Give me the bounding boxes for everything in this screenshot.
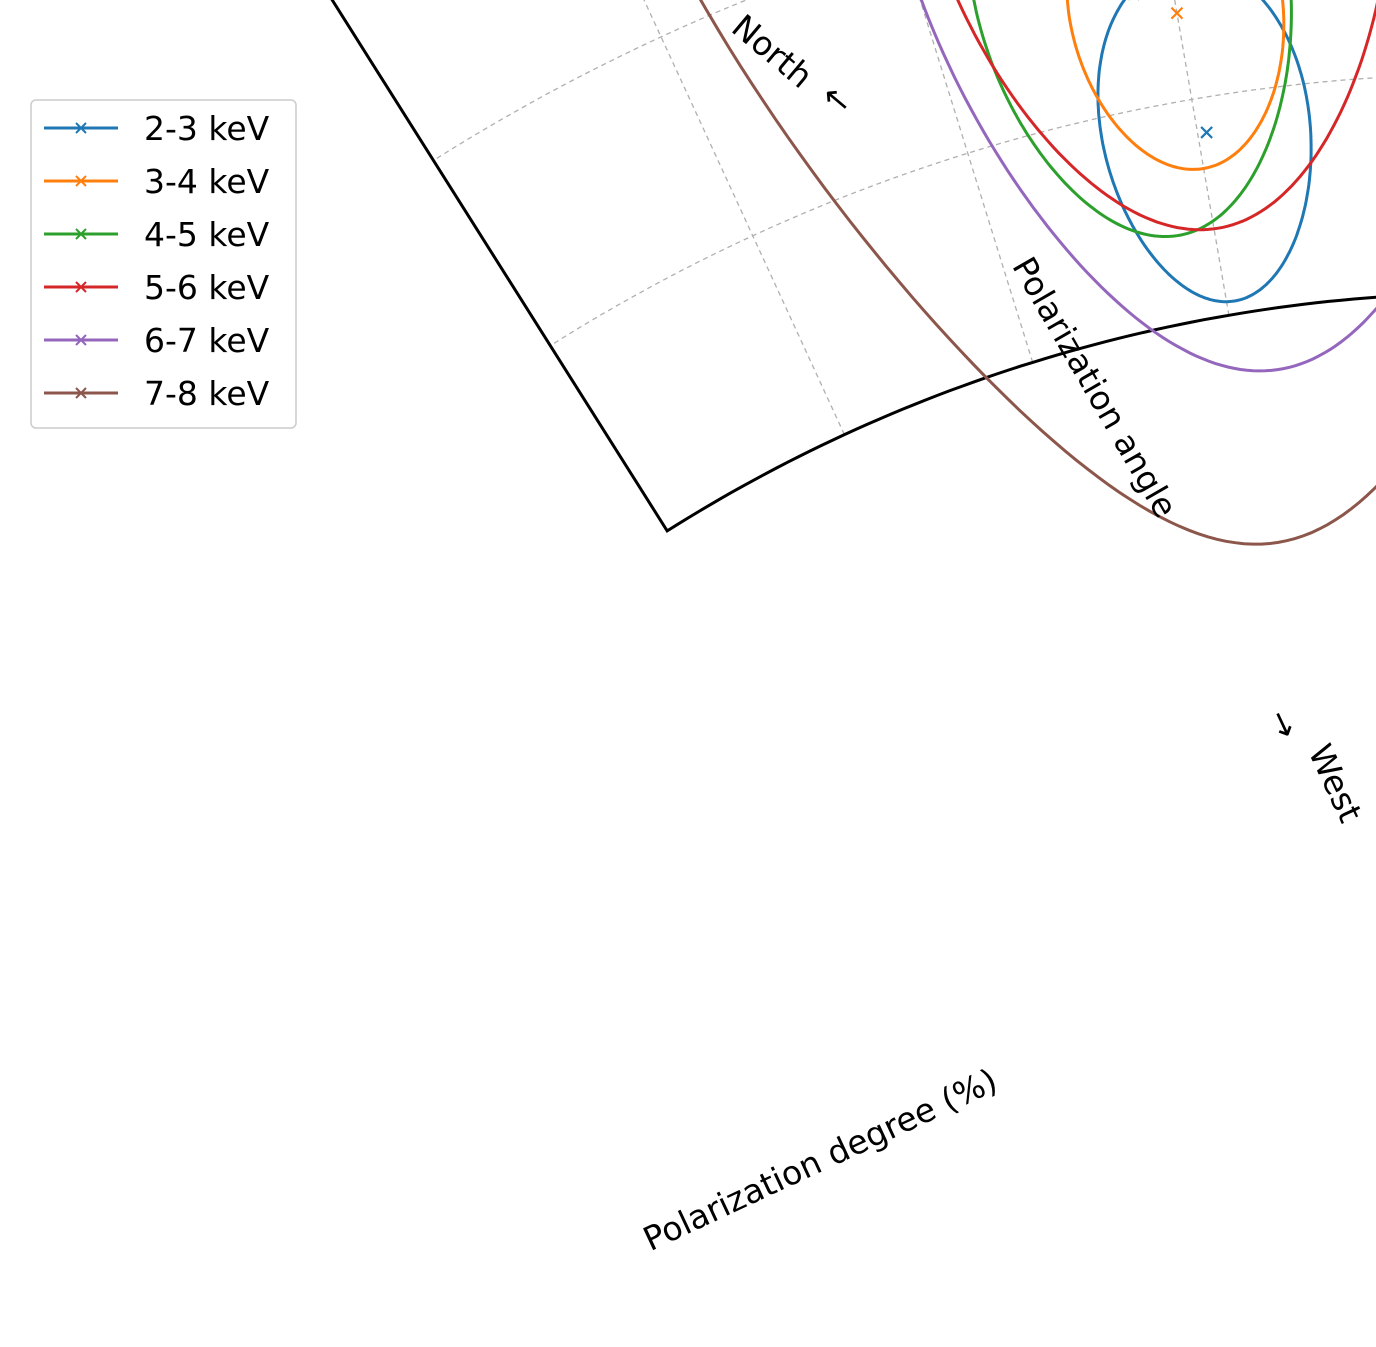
confidence-ellipse bbox=[972, 0, 1293, 238]
legend-marker bbox=[75, 228, 87, 240]
legend-entry: 7-8 keV bbox=[44, 374, 270, 413]
north-text: North bbox=[725, 7, 821, 96]
legend: 2-3 keV 3-4 keV 4-5 keV 5-6 keV 6-7 keV 7-8 k… bbox=[30, 99, 297, 429]
series-7-8-keV bbox=[698, 0, 1376, 546]
series-5-6-keV bbox=[956, 0, 1376, 232]
legend-entry: 5-6 keV bbox=[44, 268, 270, 307]
west-text: West bbox=[1301, 738, 1371, 828]
series-3-4-keV bbox=[1065, 0, 1286, 171]
legend-marker bbox=[75, 334, 87, 346]
legend-label: 4-5 keV bbox=[144, 215, 270, 254]
legend-label: 7-8 keV bbox=[144, 374, 270, 413]
legend-entry: 4-5 keV bbox=[44, 215, 270, 254]
north-label: North bbox=[725, 7, 821, 96]
series-4-5-keV bbox=[972, 0, 1293, 238]
series-ellipses bbox=[698, 0, 1376, 546]
legend-label: 6-7 keV bbox=[144, 321, 270, 360]
best-fit-marker bbox=[1200, 126, 1213, 139]
west-arrow-icon: ← bbox=[1258, 704, 1305, 746]
grid-lines bbox=[433, 0, 1376, 435]
legend-label: 5-6 keV bbox=[144, 268, 270, 307]
west-arrow-glyph: ← bbox=[1258, 704, 1305, 746]
north-arrow-icon: ← bbox=[814, 75, 860, 123]
confidence-ellipse bbox=[698, 0, 1376, 546]
legend-entry: 6-7 keV bbox=[44, 321, 270, 360]
legend-marker bbox=[75, 175, 87, 187]
series-2-3-keV bbox=[1096, 0, 1313, 304]
best-fit-marker bbox=[1170, 6, 1184, 20]
north-arrow-glyph: ← bbox=[814, 75, 860, 123]
west-label: West bbox=[1301, 738, 1371, 828]
plot-frame-outline bbox=[330, 0, 1376, 533]
confidence-ellipse bbox=[1065, 0, 1286, 171]
legend-entry: 3-4 keV bbox=[44, 162, 270, 201]
plot-frame bbox=[330, 0, 1376, 533]
legend-marker bbox=[75, 281, 87, 293]
angular-gridline bbox=[919, 0, 1034, 363]
radial-gridline bbox=[433, 0, 749, 162]
radial-gridline bbox=[549, 77, 1376, 347]
radial-axis-label: Polarization degree (%) bbox=[637, 1060, 1003, 1258]
confidence-ellipse bbox=[919, 0, 1376, 373]
legend-marker bbox=[75, 387, 87, 399]
legend-label: 2-3 keV bbox=[144, 109, 270, 148]
legend-entry: 2-3 keV bbox=[44, 109, 270, 148]
confidence-ellipse bbox=[1096, 0, 1313, 304]
legend-marker bbox=[75, 122, 87, 134]
angular-axis-label: Polarization angle bbox=[1005, 250, 1186, 524]
series-6-7-keV bbox=[919, 0, 1376, 373]
legend-label: 3-4 keV bbox=[144, 162, 270, 201]
confidence-ellipse bbox=[956, 0, 1376, 232]
